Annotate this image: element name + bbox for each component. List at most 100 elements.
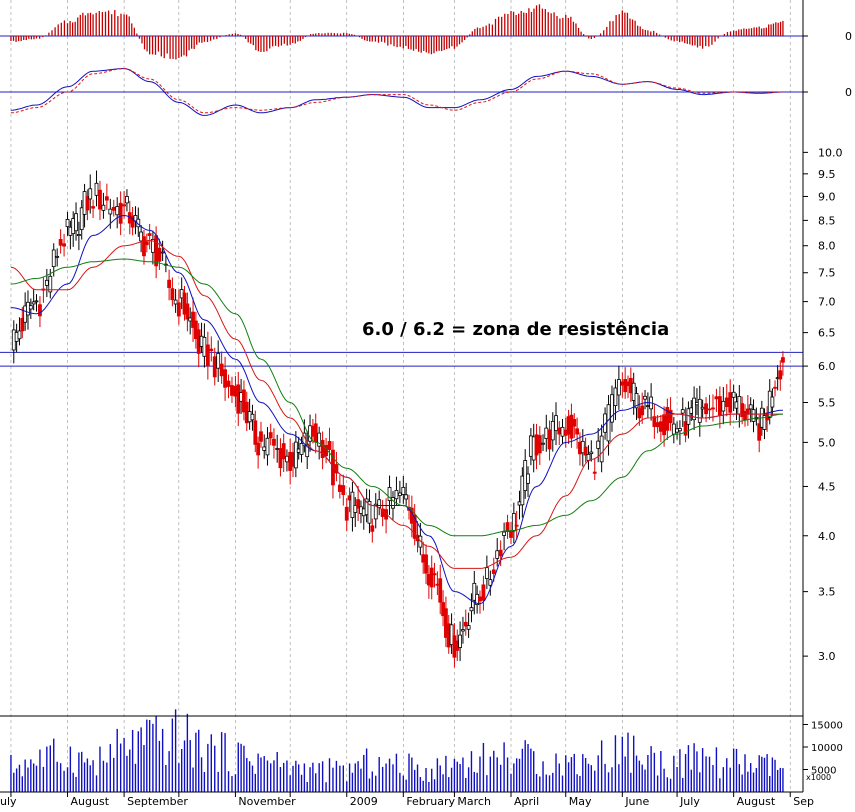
x-tick-label: 2009 bbox=[350, 795, 378, 808]
y-tick-label: 6.5 bbox=[818, 327, 836, 340]
price-candle-body bbox=[678, 428, 682, 432]
price-candle-body bbox=[387, 487, 392, 501]
price-candle-body bbox=[631, 382, 636, 401]
price-candle-body bbox=[762, 415, 767, 430]
price-candle-body bbox=[680, 409, 685, 414]
price-candle-body bbox=[31, 301, 36, 305]
price-candle-body bbox=[401, 486, 406, 495]
y-tick-label: 3.0 bbox=[818, 650, 836, 663]
price-candle-body bbox=[645, 405, 650, 408]
price-candle-body bbox=[108, 208, 113, 215]
price-candle-body bbox=[74, 213, 78, 232]
price-candle-body bbox=[48, 275, 53, 293]
price-candle-body bbox=[724, 397, 729, 408]
price-candle-body bbox=[472, 582, 477, 601]
price-candle-body bbox=[28, 305, 33, 310]
y-tick-label: 9.0 bbox=[818, 190, 836, 203]
price-candle-body bbox=[770, 396, 775, 408]
price-candle-body bbox=[743, 410, 747, 421]
price-candle-body bbox=[230, 385, 234, 396]
price-candle-body bbox=[191, 311, 195, 328]
price-candle-body bbox=[478, 596, 482, 602]
price-candle-body bbox=[541, 442, 545, 445]
price-candle-body bbox=[256, 442, 261, 456]
price-candle-body bbox=[176, 302, 181, 317]
price-candle-body bbox=[592, 471, 597, 474]
price-candle-body bbox=[721, 400, 726, 412]
price-candle-body bbox=[384, 509, 388, 520]
price-candle-body bbox=[142, 236, 146, 257]
price-candle-body bbox=[98, 189, 102, 210]
price-candle-body bbox=[432, 573, 437, 576]
price-candle-body bbox=[219, 363, 224, 377]
price-candle-body bbox=[511, 513, 516, 532]
price-candle-body bbox=[544, 427, 549, 439]
price-candle-body bbox=[350, 491, 355, 518]
price-candle-body bbox=[17, 330, 22, 340]
x-tick-label: uly bbox=[0, 795, 17, 808]
price-panel bbox=[0, 170, 803, 668]
price-candle-body bbox=[144, 241, 149, 246]
price-candle-body bbox=[285, 455, 289, 463]
x-tick-label: April bbox=[514, 795, 539, 808]
price-candle-body bbox=[583, 446, 588, 456]
price-candle-body bbox=[575, 428, 580, 435]
price-candle-body bbox=[44, 279, 49, 286]
price-candle-body bbox=[373, 503, 378, 520]
price-candle-body bbox=[94, 182, 99, 196]
price-candle-body bbox=[313, 423, 318, 443]
price-candle-body bbox=[147, 233, 152, 236]
price-candle-body bbox=[356, 499, 361, 509]
price-candle-body bbox=[704, 403, 708, 415]
price-candle-body bbox=[293, 441, 298, 469]
x-tick-label: May bbox=[569, 795, 592, 808]
x-tick-label: February bbox=[406, 795, 455, 808]
price-candle-body bbox=[118, 202, 123, 224]
price-candle-body bbox=[167, 279, 172, 288]
price-candle-body bbox=[717, 396, 722, 416]
price-candle-body bbox=[557, 427, 562, 435]
price-candle-body bbox=[317, 432, 322, 447]
price-candle-body bbox=[281, 443, 286, 460]
price-candle-body bbox=[275, 448, 280, 450]
price-candle-body bbox=[299, 442, 304, 455]
price-candle-body bbox=[491, 569, 496, 574]
x-tick-label: August bbox=[737, 795, 776, 808]
histogram-panel bbox=[0, 4, 803, 60]
price-candle-body bbox=[76, 234, 81, 236]
price-candle-body bbox=[268, 432, 273, 439]
price-candle-body bbox=[603, 413, 607, 433]
x-tick-label: July bbox=[679, 795, 700, 808]
y-tick-label: 6.0 bbox=[818, 360, 836, 373]
price-candle-body bbox=[202, 337, 207, 357]
price-candle-body bbox=[484, 567, 489, 580]
price-candle-body bbox=[226, 380, 231, 387]
price-candle-body bbox=[728, 392, 733, 413]
price-candle-body bbox=[223, 369, 227, 388]
price-candle-body bbox=[65, 219, 70, 228]
price-candle-body bbox=[616, 379, 621, 396]
price-candle-body bbox=[751, 409, 756, 422]
price-candle-body bbox=[34, 300, 39, 303]
price-candle-body bbox=[394, 489, 399, 500]
price-candle-body bbox=[596, 440, 601, 449]
price-candle-body bbox=[101, 204, 106, 211]
price-candle-body bbox=[216, 353, 221, 369]
volume-panel bbox=[10, 709, 784, 792]
price-candle-body bbox=[262, 446, 267, 451]
price-candle-body bbox=[668, 409, 673, 424]
y-tick-label: 8.0 bbox=[818, 240, 836, 253]
price-candle-body bbox=[613, 387, 618, 407]
price-candle-body bbox=[305, 444, 310, 458]
price-candle-body bbox=[498, 549, 503, 557]
price-candle-body bbox=[683, 421, 688, 436]
price-candle-body bbox=[714, 396, 719, 400]
price-candle-body bbox=[115, 206, 120, 216]
price-candle-body bbox=[466, 625, 471, 630]
price-candle-body bbox=[731, 391, 736, 398]
price-candle-body bbox=[259, 431, 263, 442]
price-candle-body bbox=[643, 395, 647, 400]
price-candle-body bbox=[502, 531, 507, 536]
